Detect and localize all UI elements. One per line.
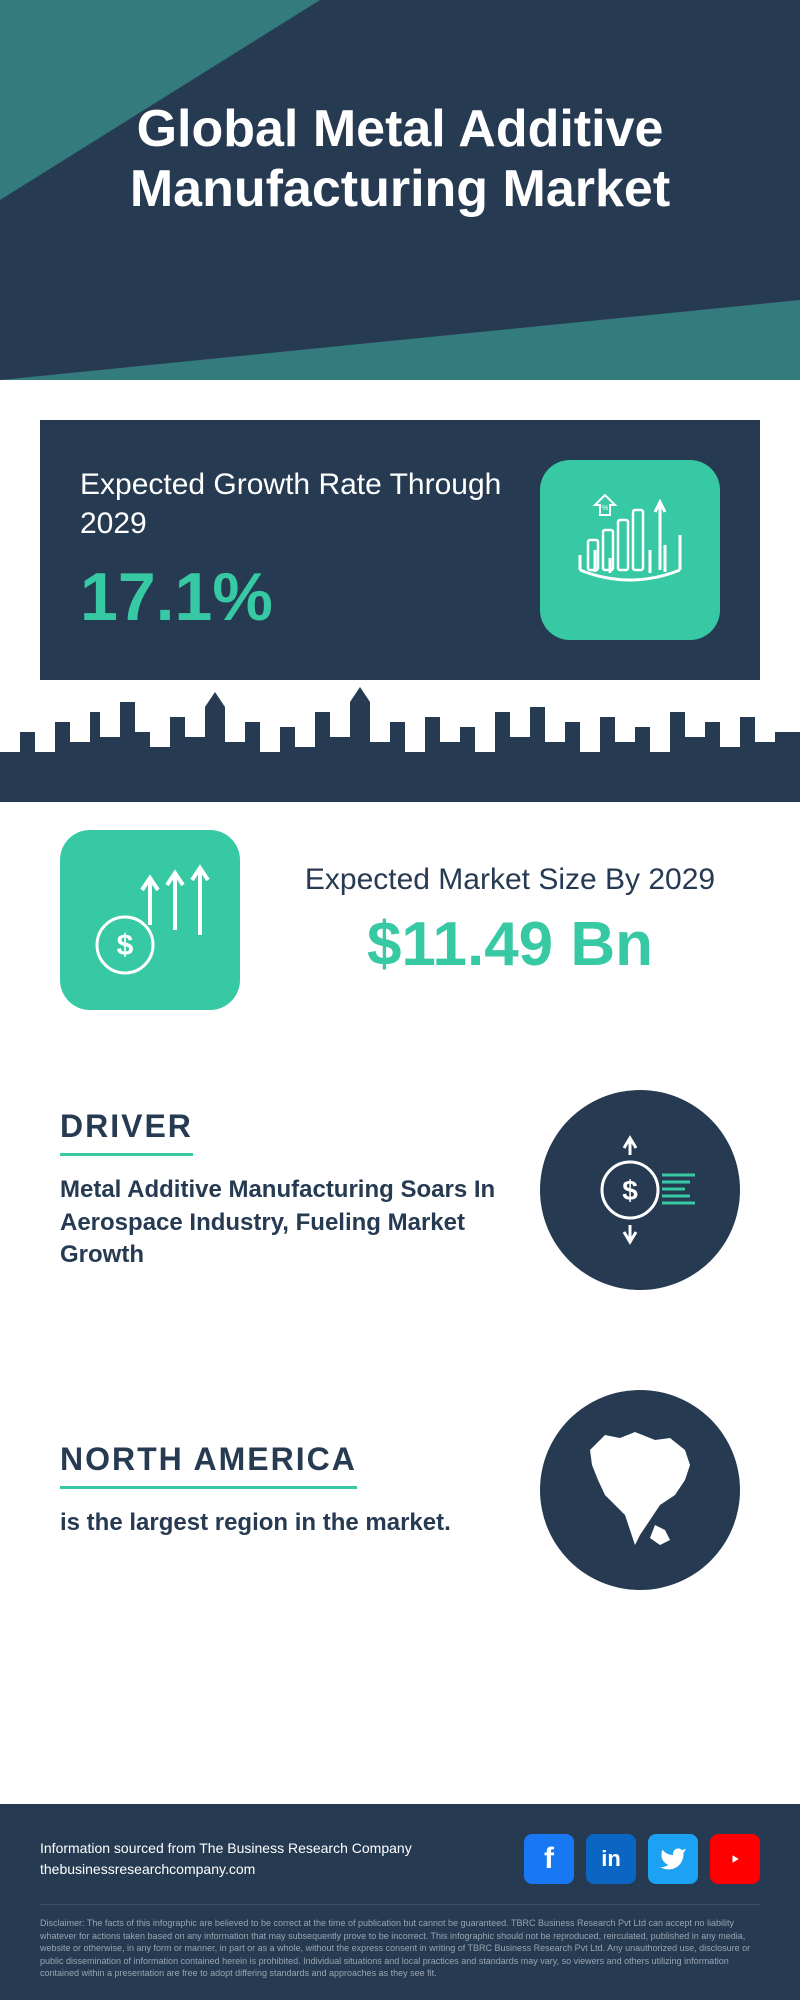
dollar-arrows-icon: $ bbox=[60, 830, 240, 1010]
svg-text:$: $ bbox=[117, 929, 134, 962]
skyline-divider bbox=[0, 680, 800, 800]
north-america-map-icon bbox=[540, 1390, 740, 1590]
page-title: Global Metal Additive Manufacturing Mark… bbox=[0, 100, 800, 220]
region-text-block: NORTH AMERICA is the largest region in t… bbox=[60, 1441, 510, 1539]
youtube-icon[interactable] bbox=[710, 1834, 760, 1884]
market-text-block: Expected Market Size By 2029 $11.49 Bn bbox=[280, 860, 740, 980]
market-value: $11.49 Bn bbox=[280, 909, 740, 980]
svg-text:$: $ bbox=[622, 1175, 638, 1206]
driver-title: DRIVER bbox=[60, 1108, 193, 1156]
footer-top-row: Information sourced from The Business Re… bbox=[40, 1834, 760, 1884]
growth-label: Expected Growth Rate Through 2029 bbox=[80, 465, 540, 543]
svg-text:%: % bbox=[602, 505, 608, 512]
driver-body: Metal Additive Manufacturing Soars In Ae… bbox=[60, 1174, 510, 1271]
twitter-icon[interactable] bbox=[648, 1834, 698, 1884]
source-line2: thebusinessresearchcompany.com bbox=[40, 1859, 412, 1880]
social-icons: f in bbox=[524, 1834, 760, 1884]
market-size-section: $ Expected Market Size By 2029 $11.49 Bn bbox=[0, 800, 800, 1060]
header-bottom-triangle bbox=[0, 300, 800, 380]
driver-section: DRIVER Metal Additive Manufacturing Soar… bbox=[40, 1060, 760, 1320]
driver-text-block: DRIVER Metal Additive Manufacturing Soar… bbox=[60, 1108, 510, 1271]
growth-section: Expected Growth Rate Through 2029 17.1% … bbox=[40, 420, 760, 680]
footer: Information sourced from The Business Re… bbox=[0, 1804, 800, 2000]
growth-value: 17.1% bbox=[80, 558, 540, 636]
dollar-cycle-icon: $ bbox=[540, 1090, 740, 1290]
linkedin-icon[interactable]: in bbox=[586, 1834, 636, 1884]
disclaimer-text: Disclaimer: The facts of this infographi… bbox=[40, 1904, 760, 1980]
market-label: Expected Market Size By 2029 bbox=[280, 860, 740, 899]
region-body: is the largest region in the market. bbox=[60, 1507, 510, 1539]
facebook-icon[interactable]: f bbox=[524, 1834, 574, 1884]
growth-text-block: Expected Growth Rate Through 2029 17.1% bbox=[80, 465, 540, 636]
footer-source: Information sourced from The Business Re… bbox=[40, 1838, 412, 1880]
region-section: NORTH AMERICA is the largest region in t… bbox=[40, 1360, 760, 1620]
source-line1: Information sourced from The Business Re… bbox=[40, 1838, 412, 1859]
header: Global Metal Additive Manufacturing Mark… bbox=[0, 0, 800, 380]
region-title: NORTH AMERICA bbox=[60, 1441, 357, 1489]
growth-chart-icon: % bbox=[540, 460, 720, 640]
